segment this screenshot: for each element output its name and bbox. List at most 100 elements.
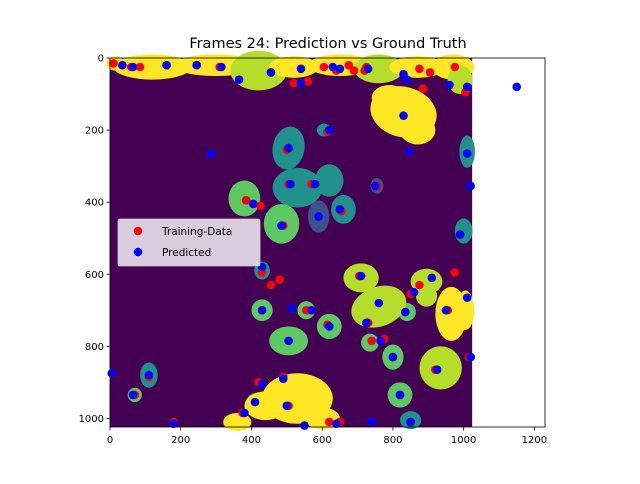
legend-marker — [133, 226, 143, 236]
point-predicted — [445, 80, 454, 90]
y-tick-label: 400 — [85, 198, 104, 209]
segmentation-blob — [415, 285, 438, 307]
x-tick-label: 600 — [313, 435, 332, 446]
legend: Training-Data Predicted — [117, 218, 261, 267]
point-training-data — [415, 280, 424, 290]
point-training-data — [109, 59, 118, 68]
chart-title: Frames 24: Prediction vs Ground Truth — [189, 36, 466, 52]
point-training-data — [450, 62, 460, 72]
point-predicted — [144, 370, 154, 380]
y-tick-label: 600 — [85, 270, 104, 281]
point-predicted — [324, 322, 334, 331]
point-predicted — [286, 179, 295, 189]
x-tick-label: 1000 — [451, 435, 476, 446]
point-predicted — [462, 149, 472, 158]
segmentation-blob — [269, 56, 319, 78]
point-predicted — [404, 147, 414, 156]
point-training-data — [450, 268, 460, 277]
point-predicted — [128, 62, 138, 72]
point-predicted — [300, 421, 309, 430]
point-training-data — [135, 62, 145, 72]
point-training-data — [324, 417, 334, 427]
point-predicted — [217, 62, 226, 72]
point-predicted — [356, 271, 366, 281]
point-predicted — [206, 149, 216, 158]
point-predicted — [406, 417, 415, 427]
point-predicted — [287, 304, 297, 313]
point-predicted — [169, 419, 178, 429]
point-predicted — [248, 199, 258, 209]
point-predicted — [162, 60, 171, 70]
point-predicted — [296, 78, 306, 88]
segmentation-blob — [272, 167, 323, 208]
point-training-data — [241, 196, 251, 205]
point-training-data — [344, 60, 354, 70]
point-predicted — [118, 60, 127, 70]
point-predicted — [310, 179, 320, 189]
point-predicted — [466, 181, 476, 191]
point-training-data — [289, 78, 299, 88]
point-predicted — [257, 379, 267, 389]
point-training-data — [266, 280, 276, 290]
point-predicted — [284, 143, 293, 153]
point-predicted — [370, 181, 380, 191]
point-predicted — [363, 64, 373, 74]
point-predicted — [328, 62, 338, 72]
segmentation-blob — [223, 412, 252, 431]
point-training-data — [256, 201, 265, 211]
y-tick-label: 200 — [85, 126, 104, 137]
point-predicted — [266, 68, 276, 77]
point-predicted — [399, 111, 408, 120]
point-predicted — [282, 401, 292, 411]
segmentation-blob — [354, 54, 404, 84]
point-predicted — [376, 336, 385, 346]
point-training-data — [349, 66, 359, 75]
axes: 0 200 400 600 800 1000 1200 0 200 400 600 800 1000 — [79, 54, 548, 446]
point-predicted — [257, 305, 267, 315]
point-predicted — [512, 82, 522, 92]
x-tick-label: 400 — [242, 435, 261, 446]
point-training-data — [415, 64, 424, 74]
segmentation-blob — [230, 50, 287, 91]
point-predicted — [466, 352, 476, 362]
segmentation-blob — [400, 115, 436, 145]
y-tick-label: 1000 — [79, 414, 104, 425]
point-predicted — [374, 298, 384, 308]
segmentation-blob — [244, 391, 287, 421]
point-predicted — [324, 125, 334, 135]
point-predicted — [332, 419, 341, 429]
point-predicted — [335, 64, 345, 74]
y-tick-label: 0 — [98, 54, 104, 65]
legend-label: Predicted — [162, 247, 211, 259]
point-training-data — [303, 77, 313, 86]
segmentation-blob — [113, 54, 192, 80]
point-training-data — [418, 84, 428, 93]
point-predicted — [441, 305, 451, 315]
plot-frame — [109, 57, 546, 428]
point-training-data — [367, 336, 377, 346]
point-predicted — [278, 374, 288, 384]
segmentation-blob — [454, 218, 473, 244]
segmentation-blob — [315, 164, 344, 197]
segmentation-blob — [371, 85, 408, 111]
legend-box — [117, 218, 261, 267]
point-predicted — [432, 365, 442, 375]
x-tick-label: 0 — [107, 435, 113, 446]
point-training-data — [425, 68, 435, 77]
point-predicted — [427, 273, 437, 283]
x-tick-label: 800 — [383, 435, 402, 446]
point-predicted — [455, 230, 465, 239]
point-predicted — [401, 307, 410, 317]
point-predicted — [395, 390, 405, 400]
point-training-data — [275, 275, 285, 284]
point-predicted — [284, 336, 293, 346]
point-predicted — [402, 75, 412, 84]
x-tick-label: 200 — [171, 435, 190, 446]
point-predicted — [107, 369, 117, 378]
x-tick-label: 1200 — [522, 435, 547, 446]
point-predicted — [277, 221, 286, 230]
point-training-data — [319, 62, 329, 72]
point-predicted — [250, 397, 260, 407]
